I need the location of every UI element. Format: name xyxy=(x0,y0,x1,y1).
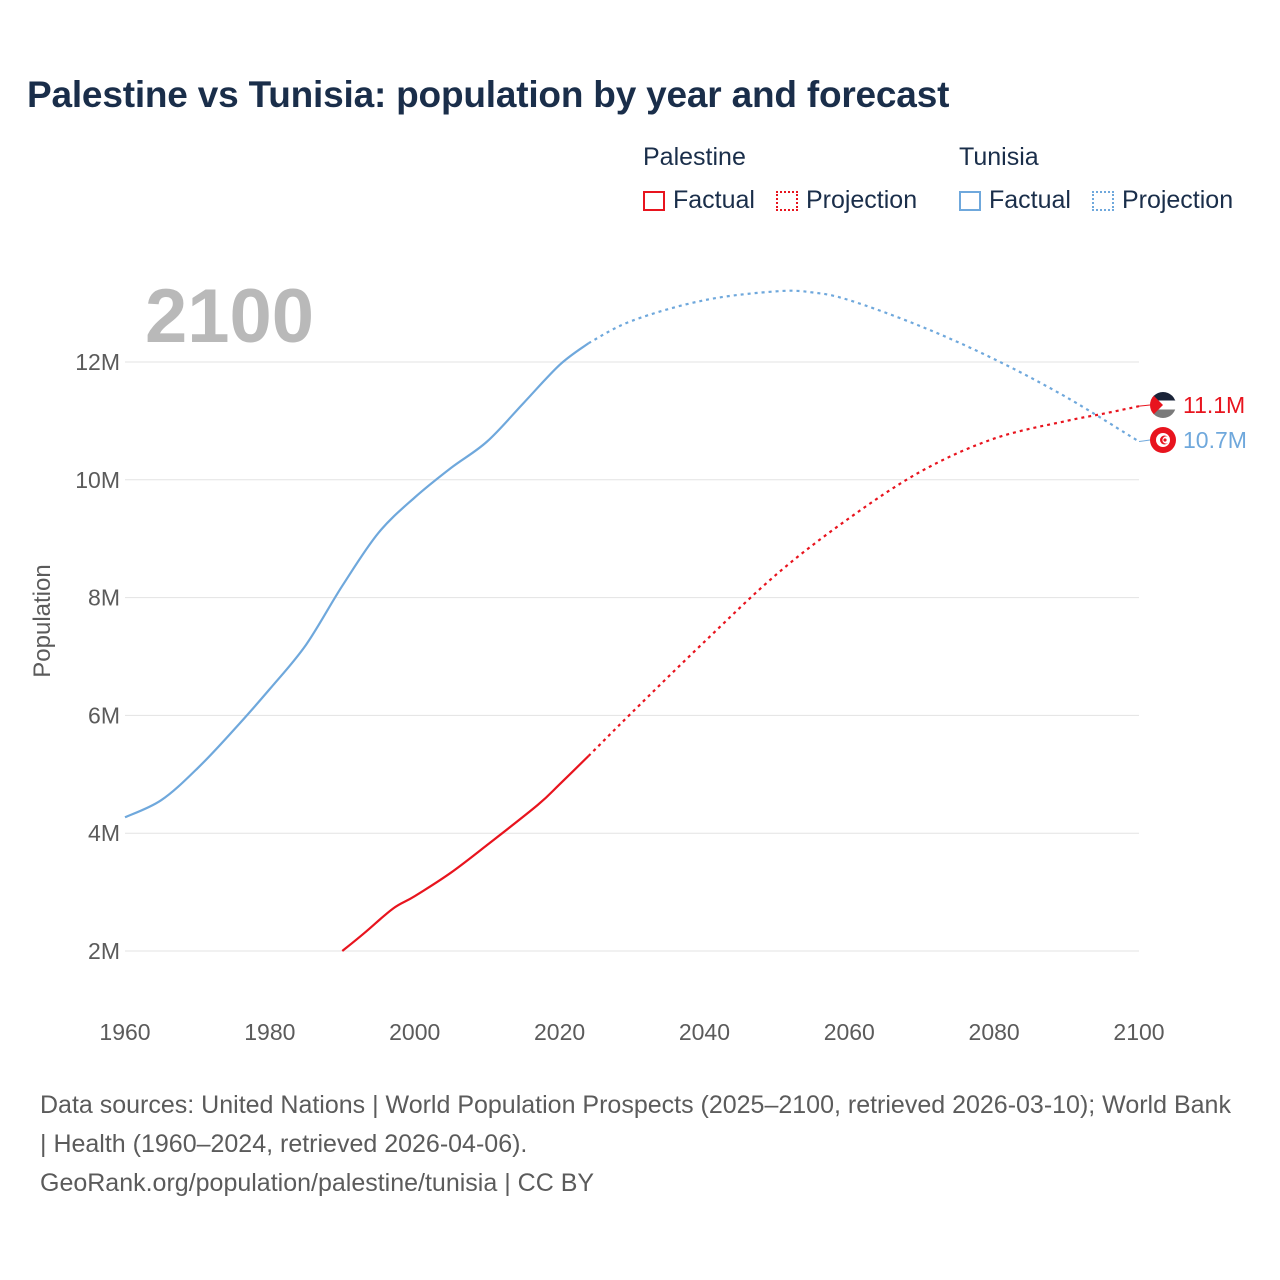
y-tick-label: 8M xyxy=(88,585,120,611)
legend-item-tunisia-projection[interactable]: Projection xyxy=(1091,186,1234,215)
tunisia-end-connector xyxy=(1138,439,1151,443)
x-tick-label: 2020 xyxy=(534,1019,585,1045)
legend-group-tunisia: Tunisia Factual Projection xyxy=(959,143,1233,218)
y-tick-label: 12M xyxy=(75,349,120,375)
tunisia-flag-icon xyxy=(1150,427,1176,453)
legend-swatch-dotted xyxy=(1091,190,1114,211)
chart-title: Palestine vs Tunisia: population by year… xyxy=(27,74,950,115)
x-tick-label: 2040 xyxy=(679,1019,730,1045)
x-tick-label: 2100 xyxy=(1113,1019,1164,1045)
legend-item-palestine-factual[interactable]: Factual xyxy=(643,186,755,215)
legend-label: Projection xyxy=(805,186,918,214)
palestine-projection-line xyxy=(587,405,1140,757)
y-tick-label: 2M xyxy=(88,938,120,964)
legend-item-tunisia-factual[interactable]: Factual xyxy=(959,186,1071,215)
palestine-factual-line xyxy=(341,755,590,952)
tunisia-projection-line xyxy=(587,289,1140,443)
gridlines xyxy=(125,361,1139,952)
x-tick-label: 1960 xyxy=(99,1019,150,1045)
tunisia-end-value-label: 10.7M xyxy=(1183,427,1247,453)
axis-ticks: 2M 4M 6M 8M 10M 12M 1960 1980 2000 2020 2040 2060 20… xyxy=(75,349,1164,1045)
x-tick-label: 1980 xyxy=(244,1019,295,1045)
legend-swatch-solid xyxy=(959,190,981,211)
y-axis-label: Population xyxy=(29,564,56,677)
legend-item-palestine-projection[interactable]: Projection xyxy=(775,186,918,215)
legend-swatch-solid xyxy=(643,190,665,211)
legend-label: Factual xyxy=(673,186,755,214)
y-tick-label: 4M xyxy=(88,820,120,846)
year-label: 2100 xyxy=(145,274,314,359)
x-tick-label: 2060 xyxy=(824,1019,875,1045)
legend-group-palestine: Palestine Factual Projection xyxy=(643,143,931,218)
tunisia-factual-line xyxy=(124,342,590,819)
legend-label: Projection xyxy=(1121,186,1234,214)
footer: Data sources: United Nations | World Pop… xyxy=(40,1086,1240,1203)
data-sources: Data sources: United Nations | World Pop… xyxy=(40,1091,1231,1158)
x-tick-label: 2000 xyxy=(389,1019,440,1045)
palestine-end-value-label: 11.1M xyxy=(1183,392,1245,418)
series-lines xyxy=(124,289,1140,952)
palestine-flag-icon xyxy=(1150,392,1176,418)
line-chart: 2100 Population 2M 4M 6M 8M 10M 12M 1960 1980 20… xyxy=(29,274,1247,1045)
palestine-end-connector xyxy=(1138,404,1151,407)
y-tick-label: 6M xyxy=(88,702,120,728)
legend-label: Factual xyxy=(989,186,1071,214)
legend-group-name: Palestine xyxy=(643,143,746,171)
series-end-markers: 11.1M 10.7M xyxy=(1138,392,1247,453)
legend-group-name: Tunisia xyxy=(959,143,1039,171)
x-tick-label: 2080 xyxy=(969,1019,1020,1045)
y-tick-label: 10M xyxy=(75,467,120,493)
legend-swatch-dotted xyxy=(775,190,798,211)
attribution-link[interactable]: GeoRank.org/population/palestine/tunisia… xyxy=(40,1169,595,1197)
